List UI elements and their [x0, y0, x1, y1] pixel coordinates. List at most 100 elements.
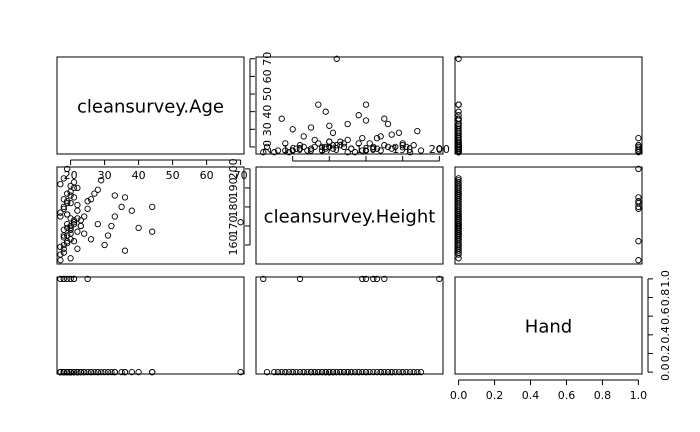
data-point [333, 55, 340, 62]
variable-label: cleansurvey.Height [264, 207, 436, 228]
data-point [84, 205, 91, 212]
data-point [57, 180, 64, 188]
data-point [118, 203, 125, 211]
data-point [67, 224, 74, 232]
tick-label: 170 [227, 215, 240, 236]
data-point [362, 117, 370, 124]
data-point [410, 368, 417, 376]
data-point [322, 368, 329, 376]
data-point [370, 143, 377, 151]
panel-frame-2-2 [454, 276, 643, 375]
data-point [278, 368, 285, 376]
data-point [340, 143, 348, 151]
tick-label: 30 [98, 169, 112, 182]
data-point [67, 215, 74, 222]
tick-label: 50 [166, 169, 180, 182]
data-point [388, 131, 395, 138]
data-point [399, 142, 406, 149]
data-point [104, 368, 112, 376]
data-point [307, 145, 315, 152]
data-point [355, 140, 362, 147]
data-point [57, 275, 64, 283]
data-point [111, 213, 118, 220]
tick-label: 0.8 [594, 389, 612, 402]
data-point [455, 196, 462, 203]
data-point [64, 238, 71, 245]
tick-label: 0.4 [659, 326, 672, 344]
data-point [84, 198, 91, 205]
data-point [381, 115, 388, 122]
data-point [362, 275, 370, 283]
data-point [87, 196, 95, 203]
panel-frame-0-1 [255, 56, 444, 155]
data-point [81, 213, 88, 220]
tick-label: 190 [227, 177, 240, 198]
data-point [403, 143, 410, 151]
data-point [64, 165, 71, 173]
tick-label: 60 [200, 169, 214, 182]
tick-label: 160 [227, 234, 240, 255]
data-point [74, 215, 81, 222]
data-point [70, 219, 78, 226]
data-point [635, 205, 642, 212]
data-point [455, 115, 462, 122]
data-point [318, 147, 326, 154]
tick-label: 1.0 [630, 389, 648, 402]
data-point [406, 368, 414, 376]
data-point [104, 232, 112, 239]
data-point [455, 55, 462, 62]
data-point [304, 368, 311, 376]
data-point [455, 245, 462, 252]
data-point [304, 147, 311, 154]
data-point [455, 255, 462, 262]
data-point [64, 275, 71, 283]
data-point [64, 220, 71, 228]
data-point [329, 368, 337, 376]
data-point [70, 275, 78, 283]
data-point [337, 368, 344, 376]
data-point [74, 201, 81, 209]
tick-label: 0.2 [486, 389, 504, 402]
data-point [344, 136, 351, 144]
data-point [455, 101, 462, 108]
data-point [70, 179, 78, 186]
data-point [135, 224, 142, 232]
data-point [67, 236, 74, 243]
data-point [337, 142, 344, 149]
tick-label: 0.0 [450, 389, 468, 402]
data-point [91, 368, 98, 376]
data-point [282, 368, 289, 376]
tick-label: 0.8 [659, 289, 672, 307]
data-point [77, 368, 84, 376]
data-point [399, 140, 406, 147]
data-point [67, 368, 74, 376]
data-point [337, 138, 344, 145]
data-point [64, 199, 71, 207]
data-point [111, 368, 118, 376]
data-point [455, 215, 462, 222]
data-point [392, 368, 399, 376]
data-point [60, 275, 67, 283]
data-point [60, 175, 67, 182]
data-point [455, 247, 462, 254]
data-point [311, 136, 318, 144]
data-point [282, 140, 289, 147]
data-point [307, 368, 315, 376]
data-point [395, 129, 403, 136]
data-point [370, 275, 377, 283]
data-point [414, 127, 421, 135]
data-point [289, 147, 296, 154]
data-point [455, 207, 462, 214]
data-point [81, 230, 88, 237]
data-point [296, 142, 304, 149]
data-point [329, 142, 337, 149]
data-point [417, 368, 425, 376]
data-point [118, 368, 125, 376]
data-point [296, 145, 304, 152]
data-point [64, 224, 71, 232]
data-point [64, 368, 71, 376]
data-point [293, 145, 300, 152]
data-point [322, 143, 329, 151]
data-point [366, 368, 373, 376]
data-point [263, 368, 271, 376]
